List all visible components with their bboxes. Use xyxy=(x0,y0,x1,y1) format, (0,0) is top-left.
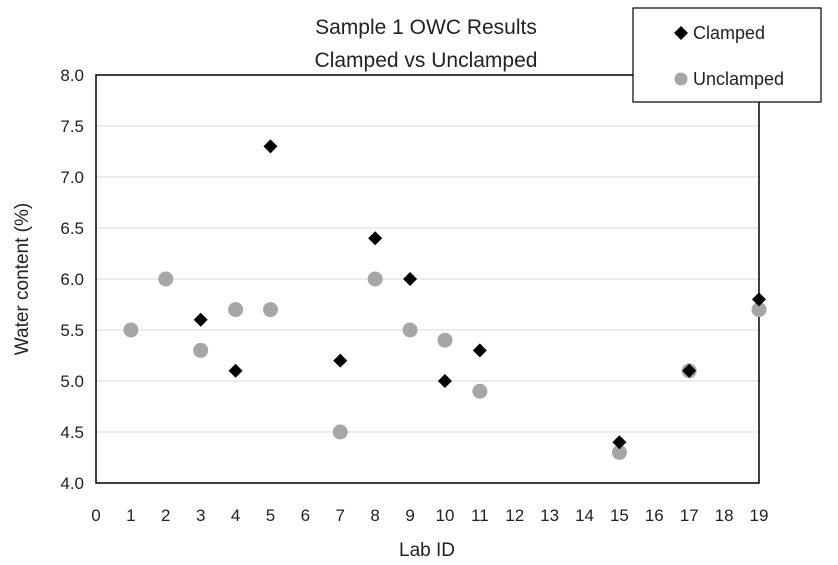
unclamped-point xyxy=(751,302,767,318)
legend-diamond-icon xyxy=(674,26,688,40)
x-tick-label: 13 xyxy=(540,506,559,525)
y-tick-label: 6.0 xyxy=(60,270,84,289)
x-tick-label: 0 xyxy=(91,506,100,525)
x-tick-label: 12 xyxy=(505,506,524,525)
clamped-point xyxy=(403,272,418,286)
clamped-point xyxy=(472,343,487,358)
clamped-point xyxy=(368,231,383,246)
x-tick-label: 16 xyxy=(645,506,664,525)
unclamped-point xyxy=(262,302,278,318)
y-tick-label: 5.0 xyxy=(60,372,84,391)
x-tick-label: 4 xyxy=(231,506,240,525)
unclamped-point xyxy=(472,383,488,399)
x-tick-label: 18 xyxy=(715,506,734,525)
unclamped-point xyxy=(332,424,348,440)
y-tick-label: 7.5 xyxy=(60,117,84,136)
clamped-point xyxy=(193,312,208,327)
plot-area-border xyxy=(95,74,760,484)
clamped-point xyxy=(333,353,348,368)
y-tick-label: 4.5 xyxy=(60,423,84,442)
gridlines xyxy=(96,74,759,484)
x-tick-label: 8 xyxy=(370,506,379,525)
clamped-point xyxy=(228,363,243,378)
x-tick-label: 9 xyxy=(405,506,414,525)
legend-label-unclamped: Unclamped xyxy=(693,69,784,89)
chart-title-line-2: Clamped vs Unclamped xyxy=(315,49,538,72)
y-tick-label: 8.0 xyxy=(60,66,84,85)
unclamped-point xyxy=(193,342,209,358)
legend-label-clamped: Clamped xyxy=(693,23,765,43)
x-tick-label: 3 xyxy=(196,506,205,525)
clamped-point xyxy=(612,435,627,450)
x-axis-ticks: 0 1 2 3 4 5 6 7 8 9 10 11 12 13 14 15 16 17 18 19 xyxy=(91,506,768,525)
y-tick-label: 4.0 xyxy=(60,474,84,493)
x-tick-label: 15 xyxy=(610,506,629,525)
clamped-point xyxy=(752,292,766,307)
legend-box xyxy=(632,7,822,103)
x-tick-label: 10 xyxy=(435,506,454,525)
y-tick-label: 6.5 xyxy=(60,219,84,238)
x-tick-label: 1 xyxy=(126,506,135,525)
x-tick-label: 5 xyxy=(266,506,275,525)
unclamped-point xyxy=(402,322,418,338)
clamped-point xyxy=(437,374,452,388)
y-axis-ticks: 4.0 4.5 5.0 5.5 6.0 6.5 7.0 7.5 8.0 xyxy=(60,66,84,493)
unclamped-point xyxy=(367,271,383,287)
y-tick-label: 5.5 xyxy=(60,321,84,340)
unclamped-point xyxy=(437,332,453,348)
x-tick-label: 19 xyxy=(750,506,769,525)
unclamped-point xyxy=(158,271,174,287)
x-tick-label: 7 xyxy=(336,506,345,525)
x-tick-label: 2 xyxy=(161,506,170,525)
data-points xyxy=(123,139,767,460)
y-axis-label: Water content (%) xyxy=(12,203,33,355)
chart-title-line-1: Sample 1 OWC Results xyxy=(315,16,537,39)
x-tick-label: 6 xyxy=(301,506,310,525)
legend: Clamped Unclamped xyxy=(632,7,822,103)
y-tick-label: 7.0 xyxy=(60,168,84,187)
x-tick-label: 11 xyxy=(471,506,489,525)
x-axis-label: Lab ID xyxy=(399,540,455,561)
clamped-point xyxy=(263,139,278,154)
x-tick-label: 14 xyxy=(575,506,594,525)
clamped-point xyxy=(682,363,697,378)
legend-circle-icon xyxy=(674,72,688,86)
unclamped-point xyxy=(611,444,627,460)
x-tick-label: 17 xyxy=(680,506,699,525)
unclamped-point xyxy=(123,322,139,338)
unclamped-point xyxy=(228,302,244,318)
